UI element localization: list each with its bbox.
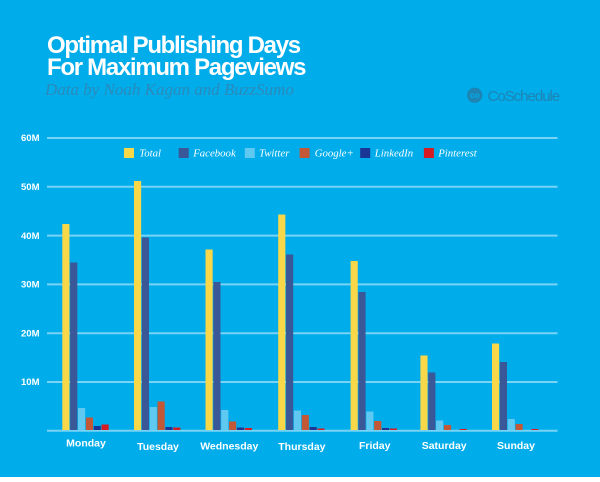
svg-text:40M: 40M (21, 231, 40, 242)
svg-text:Optimal Publishing Days: Optimal Publishing Days (47, 32, 301, 59)
svg-text:Monday: Monday (66, 437, 106, 449)
svg-text:Total: Total (139, 148, 161, 160)
svg-text:Saturday: Saturday (422, 440, 467, 452)
svg-text:CoSchedule: CoSchedule (488, 88, 560, 105)
svg-text:30M: 30M (21, 280, 40, 291)
svg-text:Thursday: Thursday (278, 441, 325, 453)
svg-text:10M: 10M (21, 377, 40, 388)
svg-text:Google+: Google+ (315, 148, 354, 160)
svg-text:Friday: Friday (359, 440, 391, 452)
svg-text:Pinterest: Pinterest (437, 148, 478, 160)
svg-text:co: co (470, 90, 480, 100)
svg-text:Data by Noah Kagan and BuzzSum: Data by Noah Kagan and BuzzSumo (44, 80, 294, 99)
svg-text:50M: 50M (21, 182, 40, 193)
svg-text:20M: 20M (21, 328, 40, 339)
svg-text:Twitter: Twitter (259, 148, 290, 160)
svg-text:Sunday: Sunday (497, 440, 535, 452)
svg-text:Tuesday: Tuesday (137, 441, 179, 453)
svg-text:60M: 60M (21, 133, 40, 144)
svg-text:Facebook: Facebook (192, 148, 236, 160)
svg-text:Wednesday: Wednesday (200, 441, 258, 453)
svg-text:For Maximum Pageviews: For Maximum Pageviews (47, 54, 306, 81)
svg-text:LinkedIn: LinkedIn (374, 148, 413, 160)
